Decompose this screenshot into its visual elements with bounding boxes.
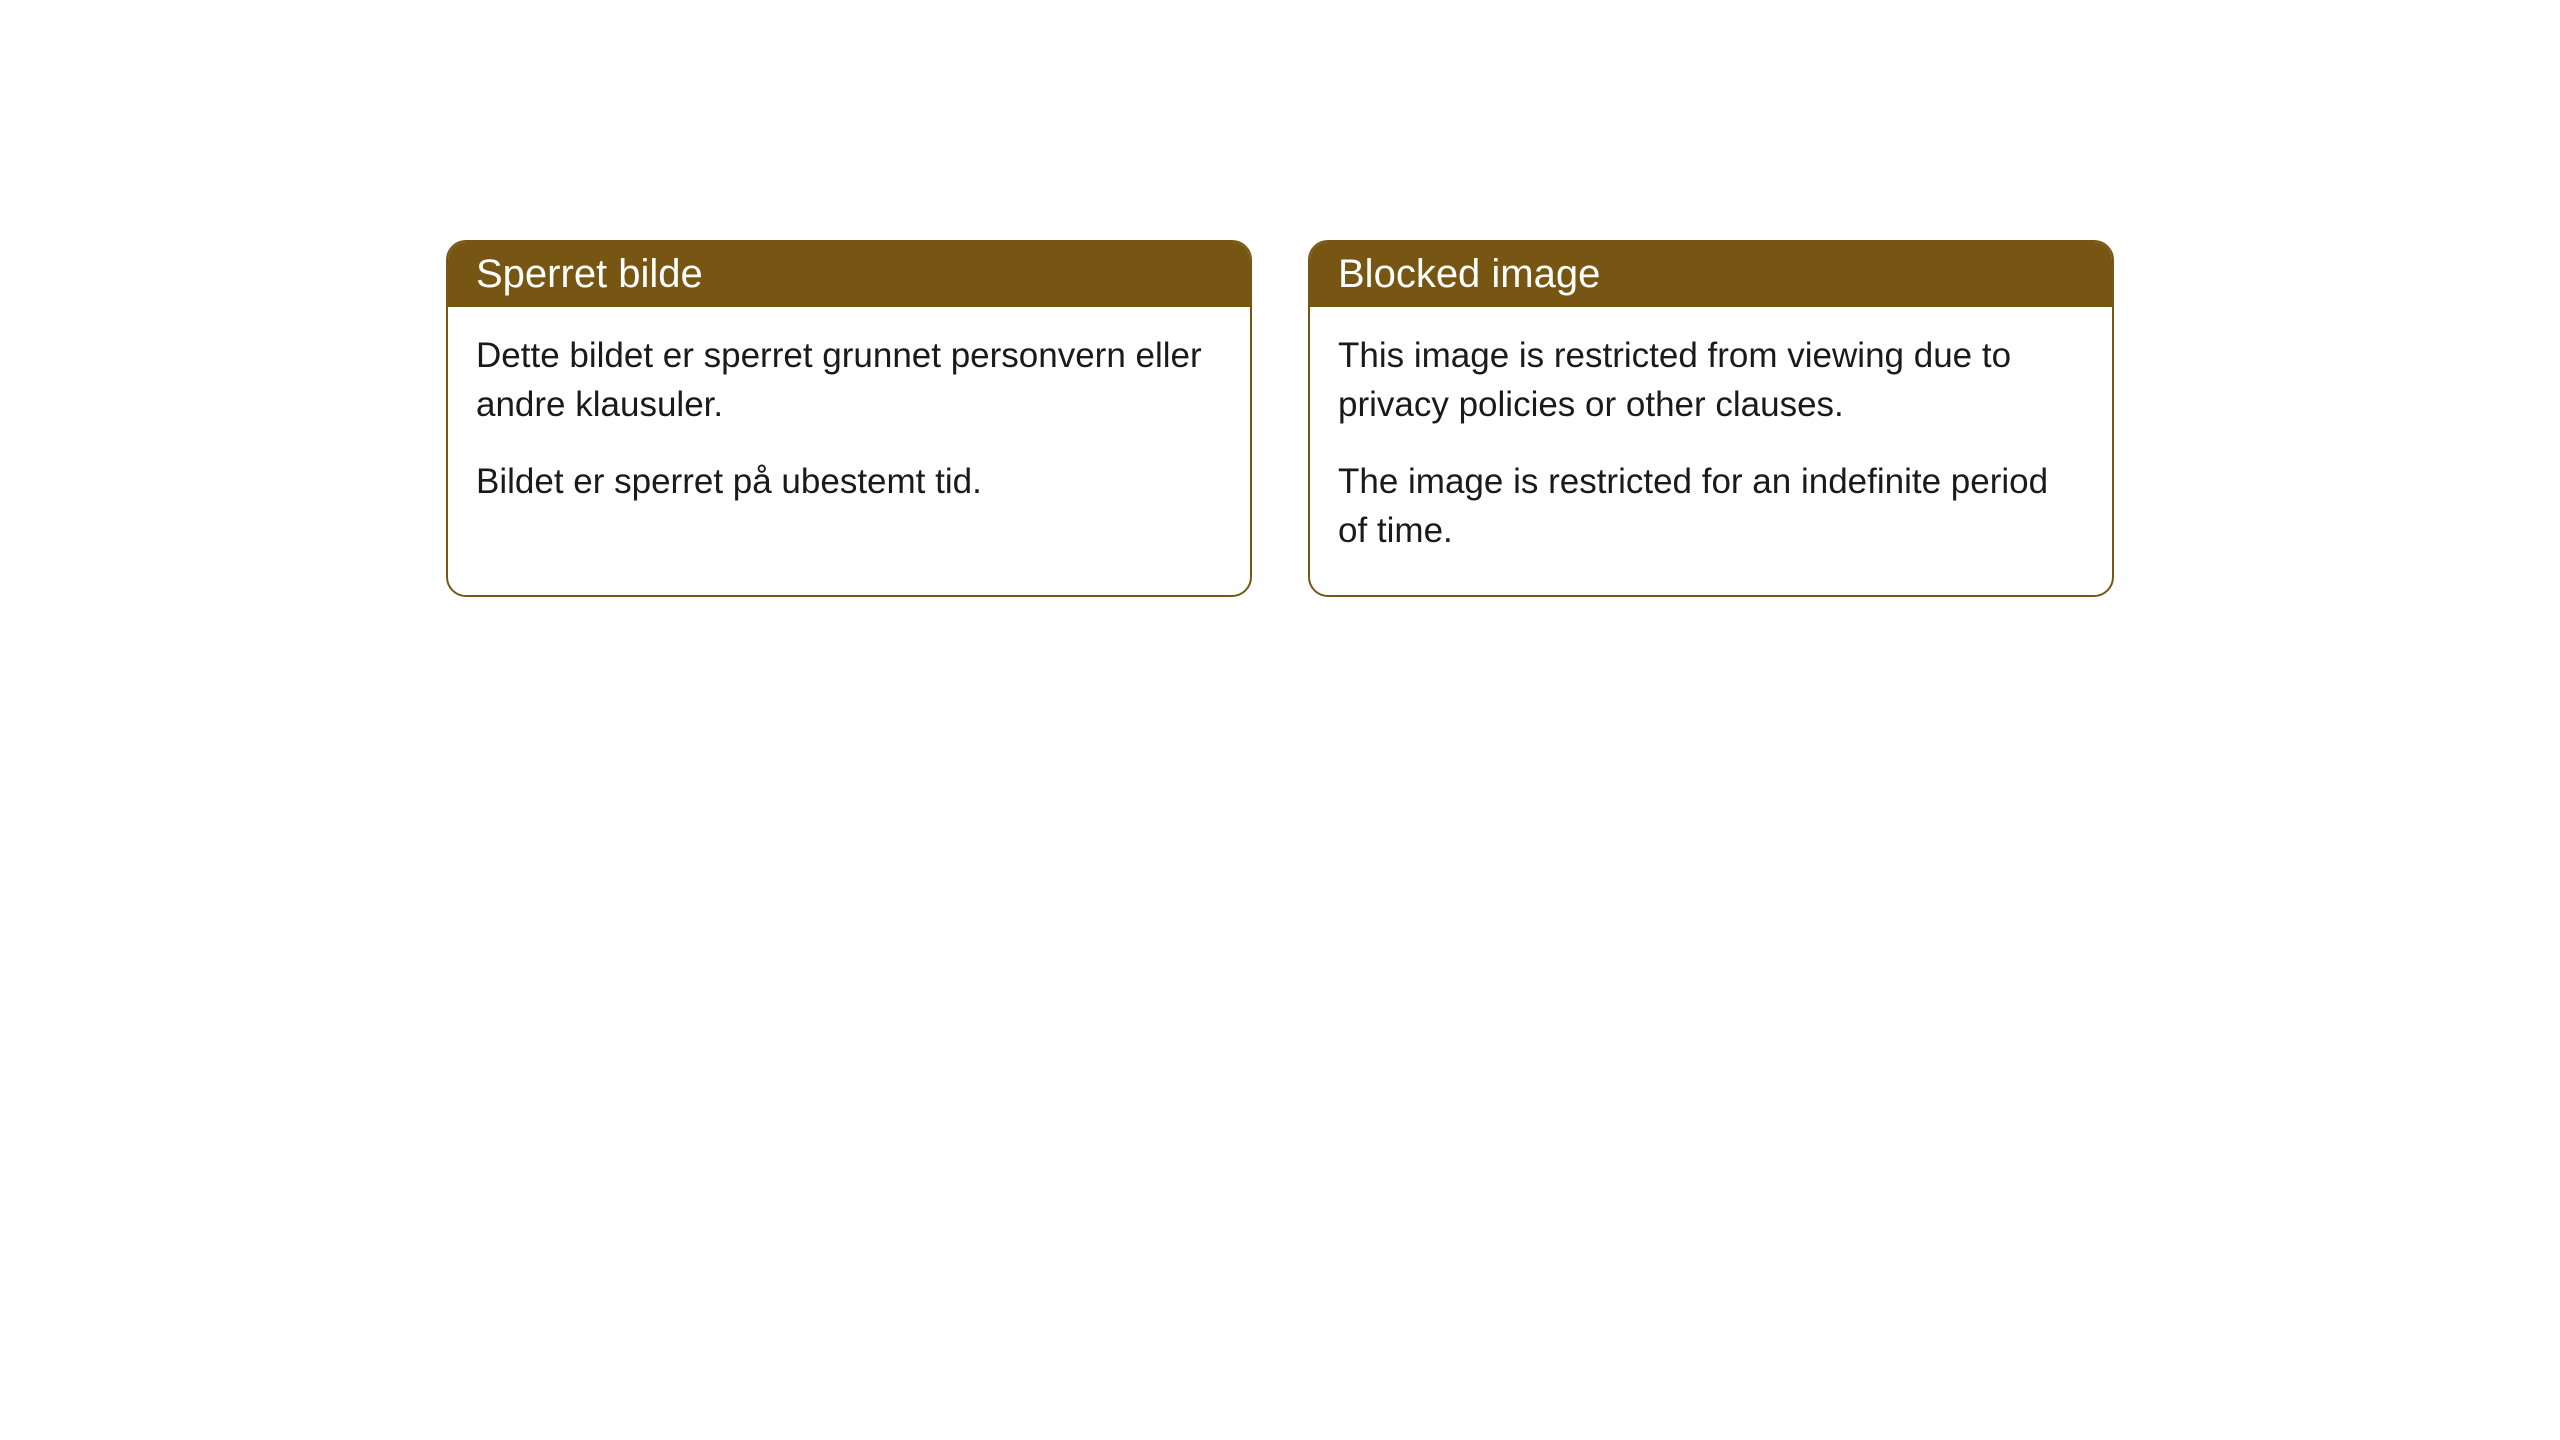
notice-card-norwegian: Sperret bilde Dette bildet er sperret gr… (446, 240, 1252, 597)
card-header: Sperret bilde (448, 242, 1250, 307)
card-header: Blocked image (1310, 242, 2112, 307)
card-body: Dette bildet er sperret grunnet personve… (448, 307, 1250, 546)
notice-card-english: Blocked image This image is restricted f… (1308, 240, 2114, 597)
card-body: This image is restricted from viewing du… (1310, 307, 2112, 595)
card-paragraph: Bildet er sperret på ubestemt tid. (476, 457, 1222, 506)
card-title: Blocked image (1338, 252, 1600, 296)
card-title: Sperret bilde (476, 252, 703, 296)
card-paragraph: Dette bildet er sperret grunnet personve… (476, 331, 1222, 429)
card-paragraph: This image is restricted from viewing du… (1338, 331, 2084, 429)
card-paragraph: The image is restricted for an indefinit… (1338, 457, 2084, 555)
notice-container: Sperret bilde Dette bildet er sperret gr… (0, 240, 2560, 597)
